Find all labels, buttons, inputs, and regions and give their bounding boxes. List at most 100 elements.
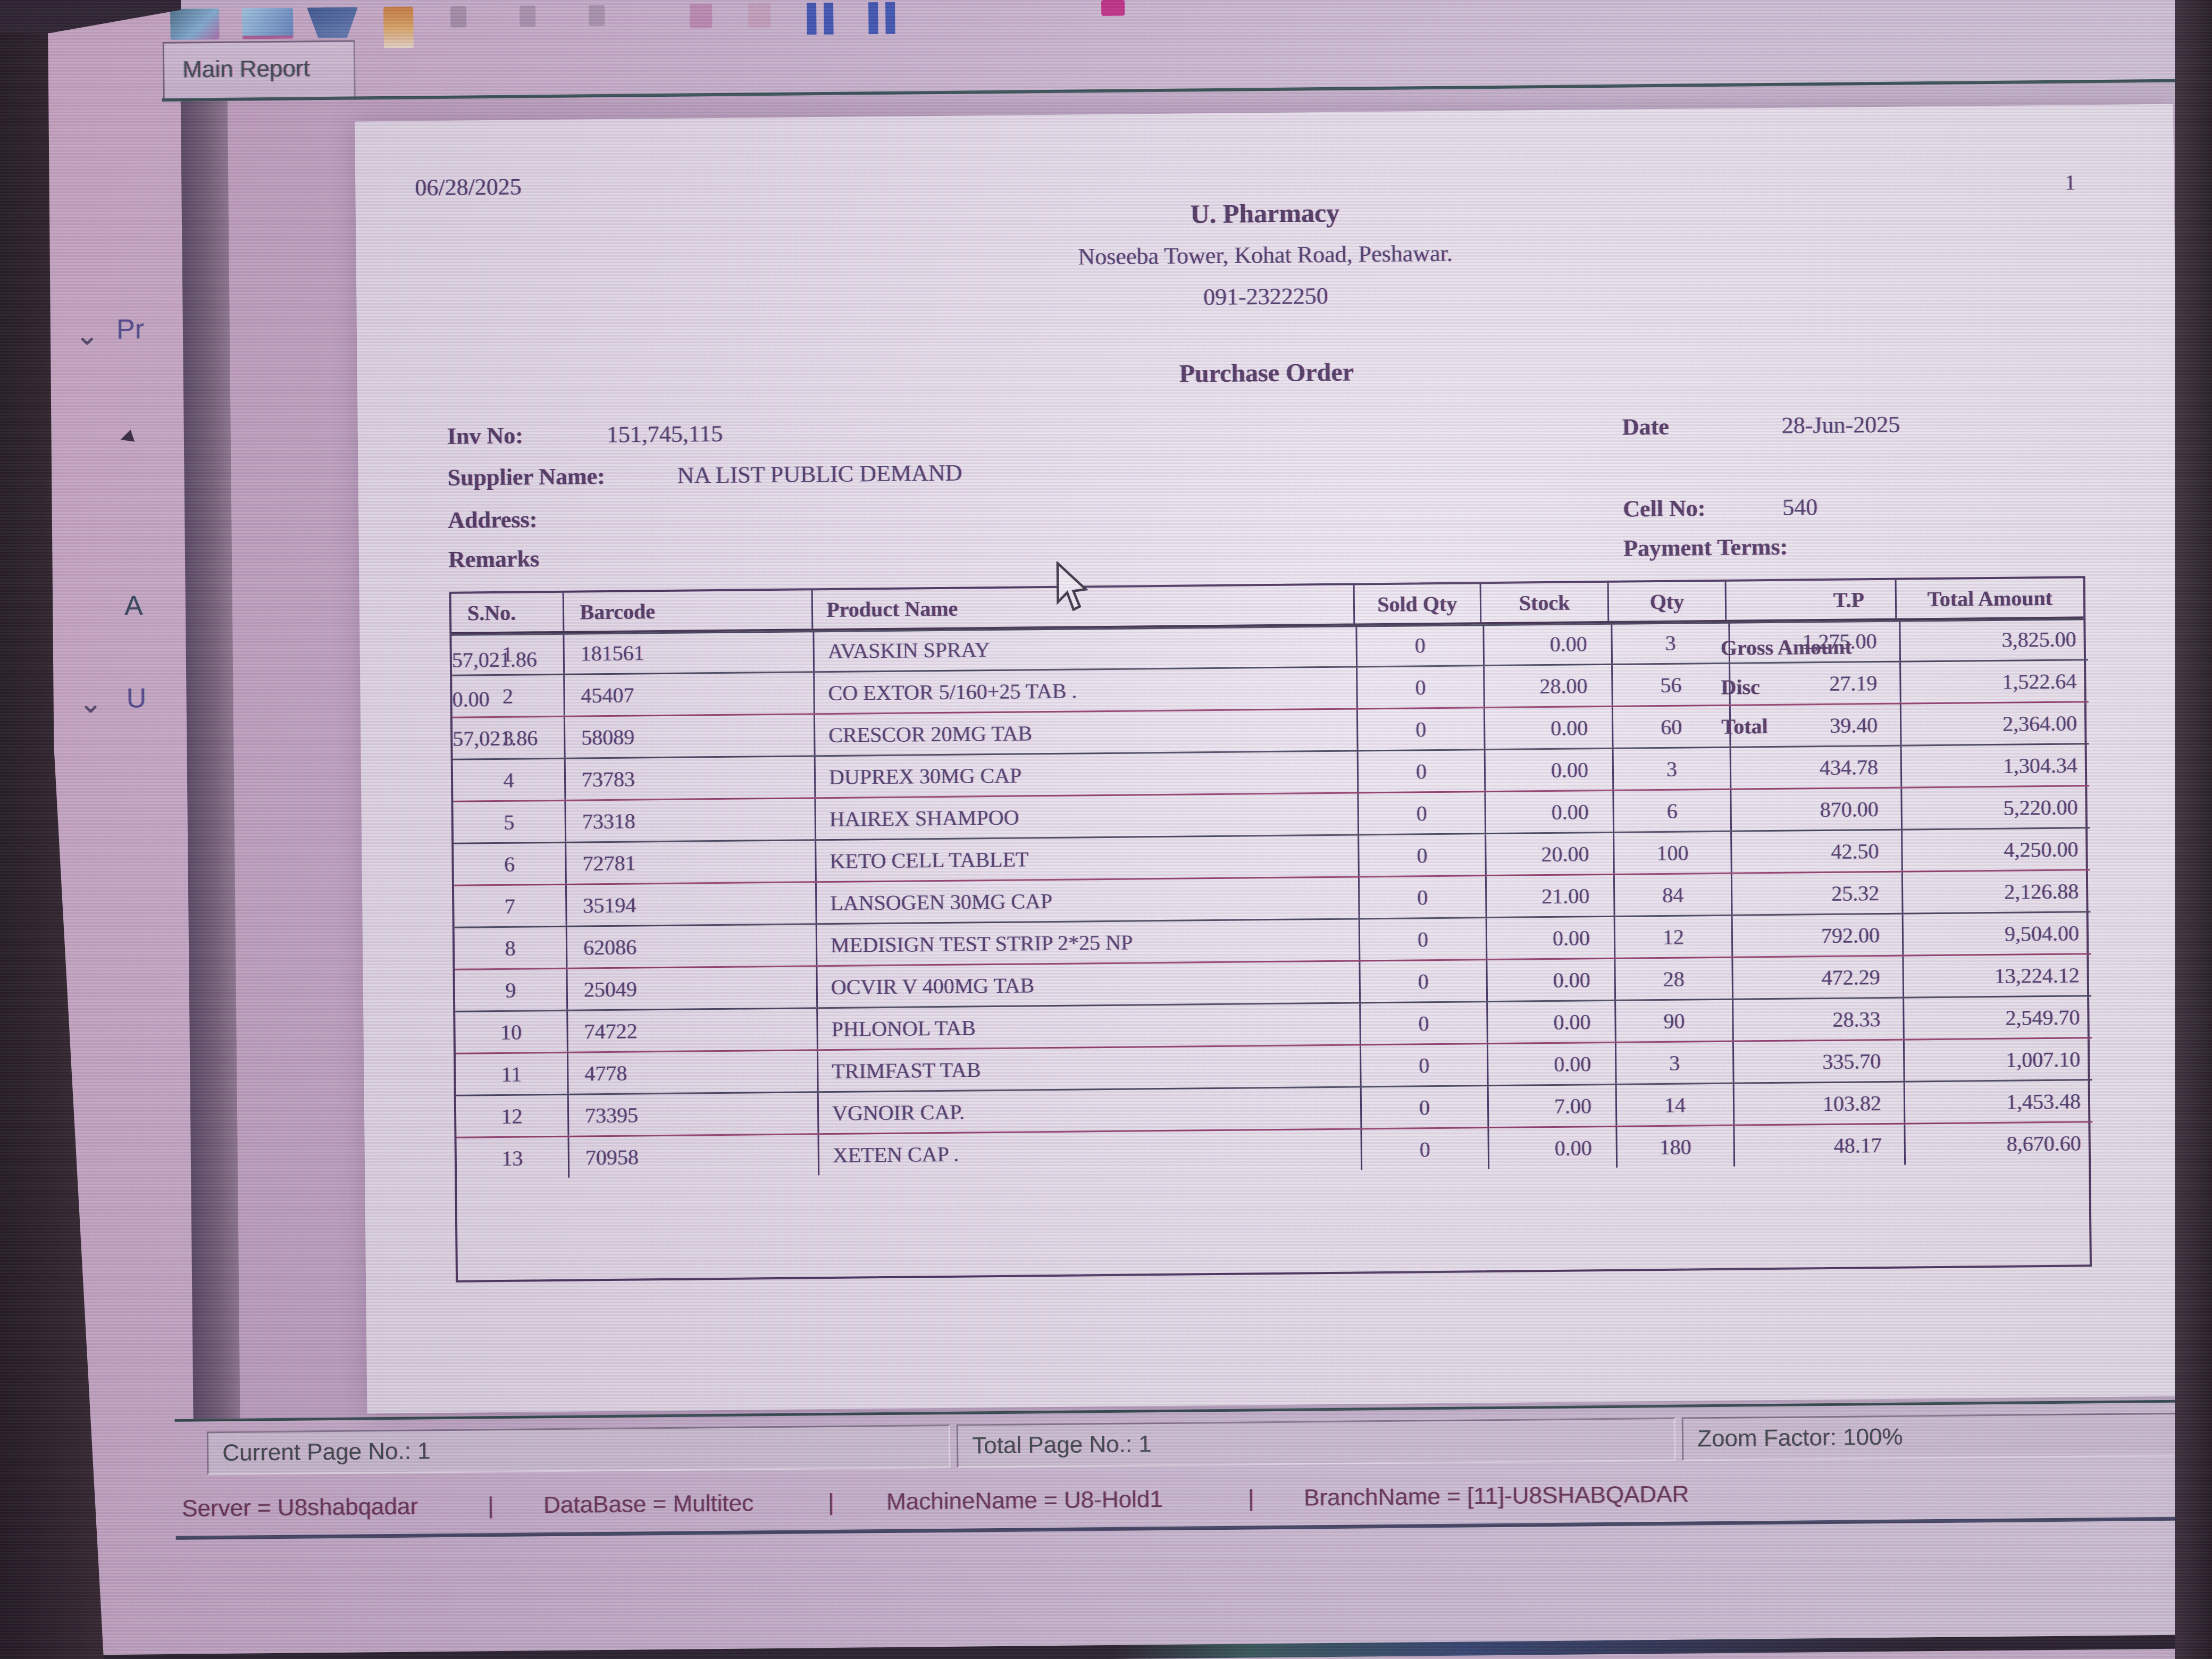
table-cell: OCVIR V 400MG TAB bbox=[817, 961, 1361, 1008]
tab-main-report[interactable]: Main Report bbox=[162, 40, 356, 98]
arrow-left-icon: ◄ bbox=[112, 422, 140, 451]
pharmacy-phone: 091-2322250 bbox=[1203, 282, 1328, 311]
table-cell: 103.82 bbox=[1734, 1082, 1906, 1125]
table-cell: 6 bbox=[454, 843, 567, 885]
table-cell: TRIMFAST TAB bbox=[818, 1045, 1362, 1092]
table-cell: 1,007.10 bbox=[2006, 1046, 2081, 1072]
column-header: S.No. bbox=[451, 592, 564, 632]
table-cell: 9 bbox=[455, 969, 568, 1011]
table-cell: 28 bbox=[1615, 958, 1734, 1000]
table-cell: MEDISIGN TEST STRIP 2*25 NP bbox=[817, 919, 1361, 966]
report-page: 06/28/2025 1 U. Pharmacy Noseeba Tower, … bbox=[355, 104, 2186, 1414]
table-cell: 2,549.70 bbox=[2005, 1004, 2080, 1030]
table-cell: 2,126.88 bbox=[2004, 878, 2079, 904]
side-text-fragment: Pr bbox=[116, 314, 145, 345]
table-cell: 84 bbox=[1614, 874, 1733, 916]
table-cell: VGNOIR CAP. bbox=[818, 1087, 1362, 1134]
table-cell: 434.78 bbox=[1731, 746, 1903, 789]
table-cell: 7 bbox=[454, 885, 567, 927]
table-cell: 4778 bbox=[568, 1051, 819, 1094]
table-cell: 13 bbox=[456, 1137, 570, 1179]
toolbar-pause-icon[interactable] bbox=[868, 2, 903, 37]
supplier-value: NA LIST PUBLIC DEMAND bbox=[677, 459, 962, 489]
zoom-factor-panel: Zoom Factor: 100% bbox=[1681, 1412, 2210, 1461]
column-header: T.P bbox=[1726, 580, 1897, 620]
machine-name: MachineName = U8-Hold1 bbox=[886, 1486, 1163, 1515]
current-page-text: Current Page No.: 1 bbox=[222, 1438, 431, 1467]
chevron-down-icon: ⌄ bbox=[78, 687, 103, 719]
table-cell: 0 bbox=[1362, 1128, 1490, 1170]
table-cell: 0.00 bbox=[1486, 791, 1615, 833]
toolbar-icon-fragment[interactable] bbox=[383, 6, 414, 48]
table-cell: HAIREX SHAMPOO bbox=[816, 793, 1360, 840]
totals-section: Gross Amount 57,021.86 Disc 0.00 Total 5… bbox=[451, 618, 2085, 758]
table-cell: 14 bbox=[1616, 1084, 1735, 1126]
table-cell: 4,250.00 bbox=[2004, 836, 2079, 862]
table-cell: 0.00 bbox=[1488, 1043, 1617, 1085]
table-cell: 100 bbox=[1614, 832, 1732, 874]
table-cell: 0 bbox=[1361, 1002, 1488, 1044]
toolbar-icon-fragment[interactable] bbox=[450, 6, 467, 28]
table-cell: 0 bbox=[1360, 960, 1488, 1002]
table-cell: 74722 bbox=[568, 1009, 818, 1052]
toolbar-icon-fragment[interactable] bbox=[1101, 0, 1125, 16]
separator: | bbox=[827, 1489, 834, 1516]
gross-amount-label: Gross Amount bbox=[1720, 634, 1853, 660]
toolbar-icon-fragment[interactable] bbox=[307, 7, 358, 38]
server-name: Server = U8shabqadar bbox=[181, 1493, 418, 1522]
table-cell: 472.29 bbox=[1733, 956, 1905, 999]
table-cell: DUPREX 30MG CAP bbox=[815, 751, 1359, 798]
gross-amount-value: 57,021.86 bbox=[451, 647, 538, 672]
table-cell: 48.17 bbox=[1735, 1124, 1906, 1167]
column-header: Total Amount bbox=[1927, 585, 2053, 611]
table-cell: 5,220.00 bbox=[2003, 794, 2078, 820]
table-cell: 5 bbox=[453, 801, 567, 843]
table-cell: XETEN CAP . bbox=[819, 1129, 1363, 1176]
table-cell: 0.00 bbox=[1489, 1127, 1618, 1169]
table-cell: 25.32 bbox=[1732, 872, 1904, 915]
toolbar-icon-fragment[interactable] bbox=[589, 4, 605, 27]
separator: | bbox=[1247, 1485, 1254, 1512]
remarks-label: Remarks bbox=[448, 546, 540, 573]
separator: | bbox=[487, 1493, 494, 1519]
purchase-order-table: S.No. Barcode Product Name Sold Qty Stoc… bbox=[449, 576, 2093, 1283]
toolbar-pause-icon[interactable] bbox=[807, 2, 841, 38]
table-cell: 12 bbox=[456, 1095, 569, 1137]
mouse-cursor bbox=[1056, 561, 1089, 611]
column-header: Qty bbox=[1608, 581, 1727, 621]
table-cell: PHLONOL TAB bbox=[818, 1003, 1361, 1050]
database-name: DataBase = Multitec bbox=[543, 1490, 754, 1519]
table-cell: 7.00 bbox=[1488, 1085, 1618, 1127]
table-cell: 870.00 bbox=[1731, 788, 1903, 831]
inv-no-label: Inv No: bbox=[447, 422, 524, 449]
table-cell: 20.00 bbox=[1486, 833, 1615, 875]
cell-no-value: 540 bbox=[1782, 494, 1818, 521]
total-label: Total bbox=[1721, 714, 1768, 739]
current-page-panel: Current Page No.: 1 bbox=[206, 1424, 951, 1476]
cell-no-label: Cell No: bbox=[1623, 495, 1706, 522]
table-cell: 73318 bbox=[566, 799, 817, 842]
table-cell: LANSOGEN 30MG CAP bbox=[816, 877, 1360, 924]
toolbar-icon-fragment[interactable] bbox=[748, 3, 771, 28]
table-cell: KETO CELL TABLET bbox=[816, 835, 1360, 882]
table-cell: 0 bbox=[1361, 1086, 1489, 1128]
table-cell: 1,453.48 bbox=[2006, 1088, 2081, 1114]
toolbar-icon-fragment[interactable] bbox=[170, 8, 220, 40]
table-cell: 4 bbox=[453, 759, 566, 801]
table-cell: 0 bbox=[1359, 792, 1487, 834]
side-text-fragment: U bbox=[126, 683, 147, 714]
toolbar-icon-fragment[interactable] bbox=[520, 5, 536, 27]
column-header: Sold Qty bbox=[1354, 584, 1482, 624]
supplier-label: Supplier Name: bbox=[447, 463, 606, 491]
payment-terms-label: Payment Terms: bbox=[1623, 533, 1788, 562]
toolbar-icon-fragment[interactable] bbox=[242, 7, 294, 39]
total-page-text: Total Page No.: 1 bbox=[971, 1431, 1152, 1459]
total-page-panel: Total Page No.: 1 bbox=[956, 1417, 1676, 1468]
column-header: Stock bbox=[1481, 582, 1610, 623]
toolbar-icon-fragment[interactable] bbox=[690, 4, 713, 29]
table-cell: 62086 bbox=[567, 925, 818, 968]
table-cell: 42.50 bbox=[1732, 830, 1903, 873]
toolbar bbox=[0, 0, 2204, 48]
